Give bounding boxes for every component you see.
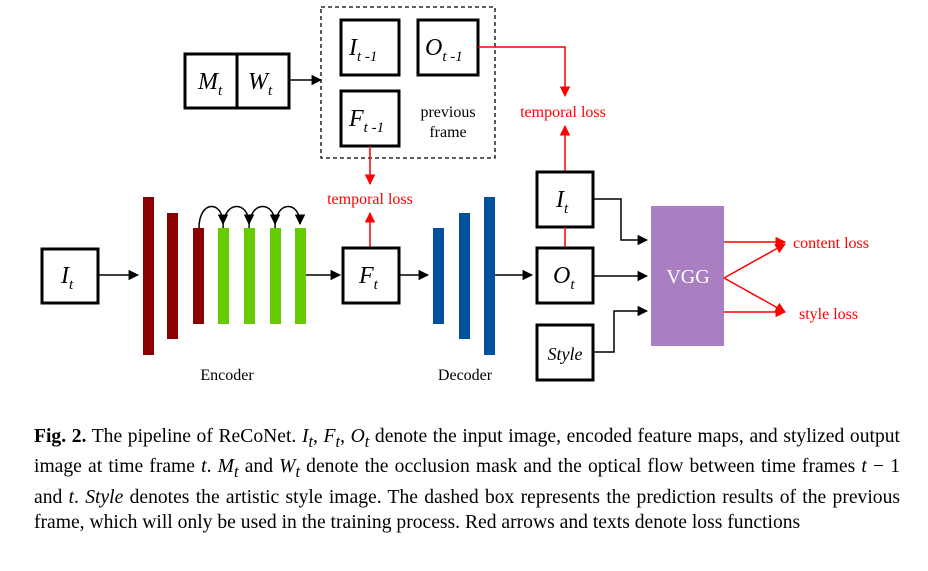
input-image-label: It bbox=[60, 263, 74, 293]
vgg-style-arrow-1 bbox=[723, 277, 786, 313]
caption-text-1: The pipeline of ReCoNet. bbox=[86, 426, 302, 447]
math-o-sub: t bbox=[364, 431, 370, 451]
vgg-content-arrow-2 bbox=[723, 243, 786, 279]
math-t-2: t bbox=[861, 456, 867, 478]
math-t-1: t bbox=[201, 456, 207, 478]
previous-frame-label-2: frame bbox=[429, 124, 466, 141]
caption-text-6: − 1 and bbox=[34, 456, 901, 508]
style-loss-label: style loss bbox=[799, 306, 858, 323]
skip-arc-1 bbox=[198, 205, 229, 229]
temporal-loss-top: temporal loss bbox=[520, 104, 606, 121]
encoder-conv-1 bbox=[143, 197, 154, 355]
encoder-conv-3 bbox=[193, 228, 204, 324]
encoder-res-1 bbox=[218, 228, 229, 324]
caption-text-5: denote the occlusion mask and the optica… bbox=[300, 456, 862, 478]
figure-number: Fig. 2. bbox=[34, 426, 87, 447]
math-i: I bbox=[301, 426, 309, 447]
caption-text-3: . bbox=[206, 456, 218, 478]
math-f: F bbox=[323, 426, 336, 447]
mask-label: Mt bbox=[197, 69, 223, 99]
encoder-res-4 bbox=[295, 228, 306, 324]
caption-comma-1: , bbox=[313, 426, 324, 447]
vgg-label: VGG bbox=[666, 266, 709, 288]
prev-feature-label: Ft -1 bbox=[348, 106, 384, 136]
flow-label: Wt bbox=[248, 69, 273, 99]
prev-output-label: Ot -1 bbox=[425, 35, 463, 65]
math-o: O bbox=[350, 426, 365, 447]
encoder-label: Encoder bbox=[200, 367, 254, 384]
figure-caption: Fig. 2. The pipeline of ReCoNet. It, Ft,… bbox=[34, 424, 900, 536]
style-box bbox=[535, 323, 595, 382]
encoder-conv-2 bbox=[167, 213, 178, 339]
caption-text-2: denote the input image, encoded feature … bbox=[34, 426, 901, 478]
decoder-layer-1 bbox=[433, 228, 444, 324]
encoder-res-3 bbox=[270, 228, 281, 324]
skip-arc-3 bbox=[248, 205, 281, 229]
math-w-sub: t bbox=[295, 462, 301, 482]
decoder-label: Decoder bbox=[438, 367, 493, 384]
caption-text-4: and bbox=[238, 456, 280, 478]
input-copy-box bbox=[535, 170, 595, 229]
output-label: Ot bbox=[553, 263, 575, 293]
skip-arc-4 bbox=[274, 205, 306, 229]
prev-input-label: It -1 bbox=[348, 35, 377, 65]
pipeline-diagram: Mt Wt It -1 Ot -1 Ft -1 previous frame t… bbox=[40, 6, 869, 384]
math-f-sub: t bbox=[335, 431, 341, 451]
decoder-layer-2 bbox=[459, 213, 470, 339]
input-copy-label: It bbox=[555, 187, 569, 217]
skip-arc-2 bbox=[222, 205, 255, 229]
encoder-res-2 bbox=[244, 228, 255, 324]
output-box bbox=[535, 246, 595, 305]
prev-input-box bbox=[339, 18, 401, 77]
math-i-sub: t bbox=[308, 431, 314, 451]
style-word: Style bbox=[85, 486, 124, 508]
caption-text-7: . bbox=[74, 486, 86, 508]
decoder-layer-3 bbox=[484, 197, 495, 355]
style-to-vgg-arrow bbox=[593, 305, 649, 353]
input-to-vgg-arrow bbox=[593, 198, 649, 246]
math-w: W bbox=[279, 456, 296, 478]
style-label: Style bbox=[548, 344, 583, 364]
caption-comma-2: , bbox=[340, 426, 351, 447]
feature-label: Ft bbox=[358, 263, 379, 293]
math-m-sub: t bbox=[234, 462, 239, 482]
flow-box bbox=[235, 52, 291, 110]
vgg-block bbox=[651, 206, 724, 346]
content-loss-label: content loss bbox=[793, 235, 869, 252]
math-m: M bbox=[217, 456, 234, 478]
temporal-loss-mid: temporal loss bbox=[327, 191, 413, 208]
input-image-box bbox=[40, 247, 100, 305]
prev-output-loss-line bbox=[478, 46, 571, 98]
previous-frame-label-1: previous bbox=[420, 104, 475, 121]
math-t-3: t bbox=[68, 486, 75, 508]
caption-text-8: denotes the artistic style image. The da… bbox=[34, 486, 900, 534]
